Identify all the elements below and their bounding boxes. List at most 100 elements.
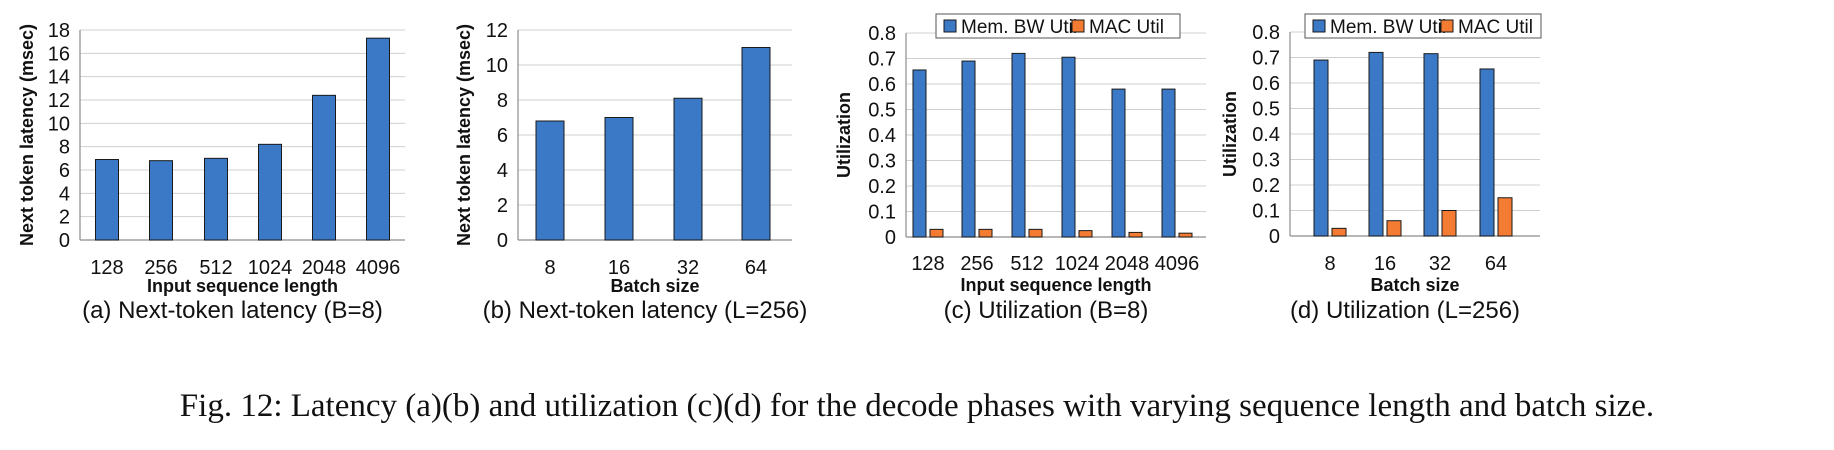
legend-entry: Mem. BW Util (1330, 17, 1446, 38)
y-tick-label: 0.3 (868, 151, 896, 173)
y-tick-label: 0 (885, 227, 896, 249)
x-tick-label: 128 (911, 253, 944, 275)
y-tick-label: 2 (497, 195, 508, 217)
bar (929, 228, 944, 238)
x-tick-label: 4096 (356, 257, 401, 279)
bar (1128, 231, 1143, 238)
x-axis-label: Batch size (1370, 275, 1459, 295)
y-tick-label: 0.6 (868, 74, 896, 96)
chart-c: 0 0.1 0.2 0.3 0.4 0.5 0.6 0.7 0.8 128 256 512 1024 20… (834, 13, 1206, 324)
bar (673, 97, 703, 241)
legend-swatch (1071, 19, 1085, 33)
y-tick-label: 0.1 (868, 202, 896, 224)
y-tick-label: 2 (59, 207, 70, 229)
bar (149, 160, 173, 241)
y-tick-label: 10 (48, 113, 70, 135)
bar (1479, 68, 1495, 237)
y-tick-label: 12 (48, 90, 70, 112)
y-tick-label: 4 (59, 183, 70, 205)
bar (204, 157, 228, 241)
legend-box (1304, 13, 1542, 39)
bar (1011, 52, 1026, 238)
y-axis-label: Next token latency (msec) (17, 24, 37, 246)
y-axis-label: Next token latency (msec) (454, 24, 474, 246)
legend-swatch (943, 19, 957, 33)
y-tick-label: 0.8 (868, 23, 896, 45)
chart-d: 0 0.1 0.2 0.3 0.4 0.5 0.6 0.7 0.8 8 16 32 64 Batch si… (1220, 13, 1542, 324)
bar (1178, 232, 1193, 238)
y-tick-label: 0.4 (868, 125, 896, 147)
bar (1061, 56, 1076, 238)
bar (1497, 197, 1513, 237)
x-axis-label: Batch size (610, 276, 699, 296)
y-tick-label: 0.7 (1252, 48, 1280, 70)
y-tick-label: 14 (48, 67, 70, 89)
x-tick-label: 64 (1485, 253, 1507, 275)
bar (258, 143, 282, 241)
x-axis-label: Input sequence length (147, 276, 338, 296)
y-tick-label: 0.4 (1252, 124, 1280, 146)
y-tick-label: 0.1 (1252, 201, 1280, 223)
legend-swatch (1312, 19, 1326, 33)
bar (1313, 59, 1329, 237)
y-tick-label: 0.2 (1252, 175, 1280, 197)
x-tick-label: 2048 (302, 257, 347, 279)
y-tick-label: 18 (48, 20, 70, 42)
bar (1368, 51, 1384, 237)
y-axis-label: Utilization (834, 92, 854, 178)
bar (1331, 227, 1347, 237)
bar (741, 47, 771, 241)
legend-box (935, 13, 1181, 39)
bar (978, 228, 993, 238)
x-tick-label: 1024 (1055, 253, 1100, 275)
x-tick-label: 256 (960, 253, 993, 275)
y-tick-label: 0.2 (868, 176, 896, 198)
x-tick-label: 4096 (1155, 253, 1200, 275)
x-tick-label: 512 (1010, 253, 1043, 275)
y-tick-label: 0.5 (868, 100, 896, 122)
subcaption: (c) Utilization (B=8) (944, 297, 1149, 324)
bar (366, 37, 390, 241)
x-tick-label: 32 (677, 257, 699, 279)
legend-entry: MAC Util (1089, 17, 1164, 38)
y-axis-label: Utilization (1220, 91, 1240, 177)
subcaption: (a) Next-token latency (B=8) (82, 297, 383, 324)
bar (1078, 230, 1093, 238)
bar (312, 94, 336, 241)
x-tick-label: 512 (199, 257, 232, 279)
y-tick-label: 0 (497, 230, 508, 252)
y-tick-label: 10 (486, 55, 508, 77)
bar (912, 69, 927, 238)
x-tick-label: 32 (1429, 253, 1451, 275)
x-tick-label: 16 (608, 257, 630, 279)
legend-entry: Mem. BW Util (961, 17, 1077, 38)
x-tick-label: 128 (90, 257, 123, 279)
y-tick-label: 0.6 (1252, 73, 1280, 95)
y-tick-label: 0.8 (1252, 22, 1280, 44)
bar (1386, 220, 1402, 237)
y-tick-label: 0.3 (1252, 150, 1280, 172)
y-tick-label: 8 (497, 90, 508, 112)
legend: Mem. BW Util MAC Util (935, 13, 1181, 39)
y-tick-label: 6 (497, 125, 508, 147)
bar (535, 120, 565, 241)
x-tick-label: 16 (1374, 253, 1396, 275)
y-tick-label: 16 (48, 43, 70, 65)
y-tick-label: 8 (59, 137, 70, 159)
legend-entry: MAC Util (1458, 17, 1533, 38)
chart-b: 0 2 4 6 8 10 12 8 16 32 64 Batch size Next token lat… (454, 20, 807, 324)
bar (95, 159, 119, 241)
figure-caption: Fig. 12: Latency (a)(b) and utilization … (179, 388, 1655, 424)
bar (961, 60, 976, 238)
bar (1111, 88, 1126, 238)
x-axis-label: Input sequence length (960, 275, 1151, 295)
x-tick-label: 64 (745, 257, 767, 279)
legend: Mem. BW Util MAC Util (1304, 13, 1542, 39)
y-tick-label: 12 (486, 20, 508, 42)
x-tick-label: 2048 (1105, 253, 1150, 275)
x-tick-label: 8 (1324, 253, 1335, 275)
bar (604, 117, 634, 241)
x-tick-label: 8 (544, 257, 555, 279)
